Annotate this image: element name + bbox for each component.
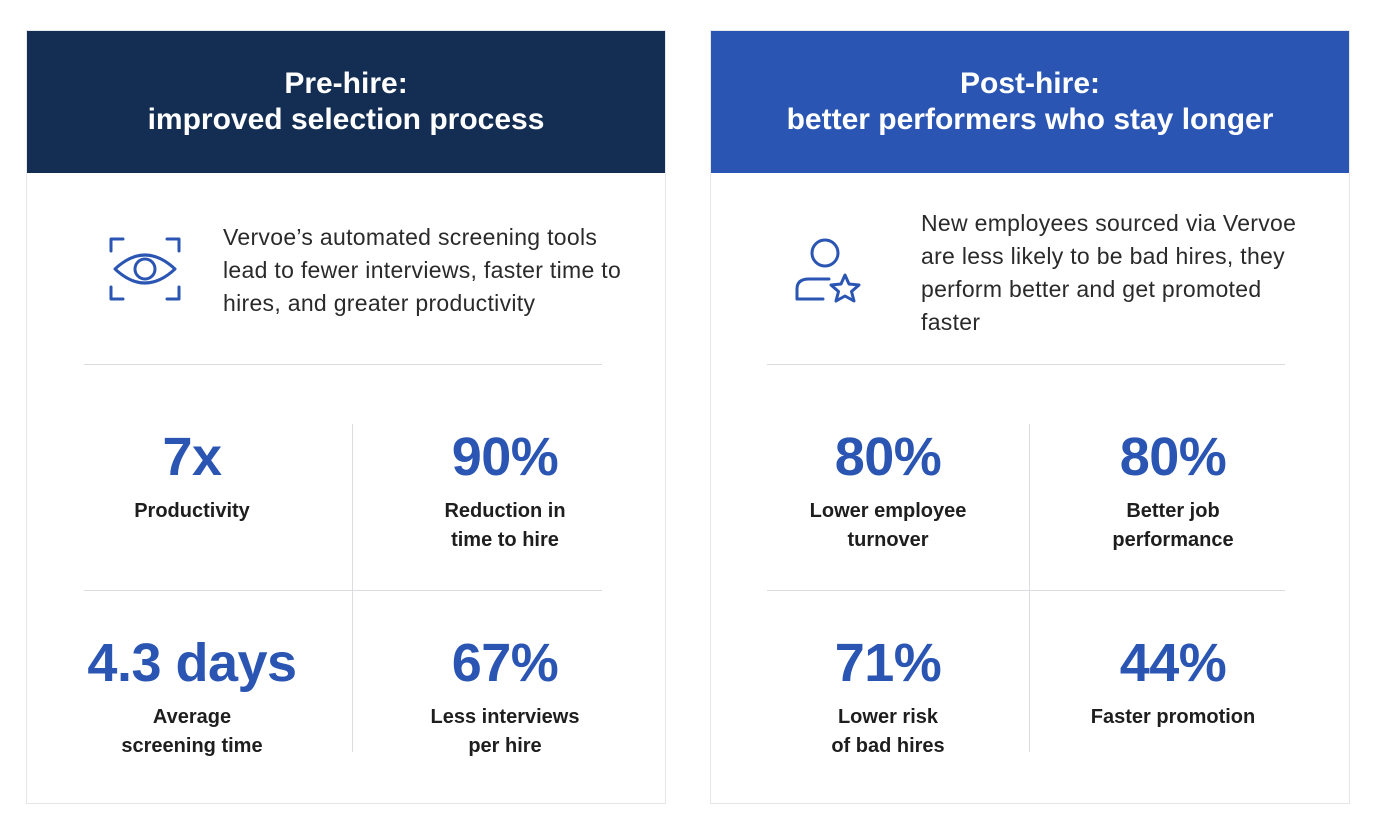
stat-label: Less interviews per hire (430, 706, 580, 757)
pre-hire-title-line1: Pre-hire: (284, 67, 408, 100)
post-hire-title-line2: better performers who stay longer (786, 103, 1274, 136)
eye-scan-icon (109, 235, 181, 308)
stat-promotion: 44% Faster promotion (1023, 633, 1323, 732)
post-hire-stats-hdivider (767, 590, 1285, 591)
pre-hire-card: Pre-hire: improved selection process Ver… (26, 30, 666, 804)
stat-bad-hires: 71% Lower risk of bad hires (738, 633, 1038, 761)
stat-value: 44% (1119, 633, 1227, 693)
stat-label: Average screening time (121, 706, 263, 757)
stat-label: Reduction in time to hire (444, 500, 566, 551)
stat-time-to-hire: 90% Reduction in time to hire (355, 427, 655, 555)
stat-job-performance: 80% Better job performance (1023, 427, 1323, 555)
pre-hire-title-line2: improved selection process (147, 103, 545, 136)
stat-value: 90% (451, 427, 559, 487)
stat-turnover: 80% Lower employee turnover (738, 427, 1038, 555)
pre-hire-stats-vdivider (352, 424, 353, 752)
stat-label: Productivity (134, 500, 250, 522)
stat-interviews: 67% Less interviews per hire (355, 633, 655, 761)
stat-value: 80% (834, 427, 942, 487)
pre-hire-header: Pre-hire: improved selection process (27, 31, 665, 173)
post-hire-intro-divider (767, 364, 1285, 365)
post-hire-title-line1: Post-hire: (959, 67, 1100, 100)
stat-value: 67% (451, 633, 559, 693)
post-hire-stats-vdivider (1029, 424, 1030, 752)
stat-value: 71% (834, 633, 942, 693)
post-hire-intro-text: New employees sourced via Vervoe are les… (921, 210, 1297, 335)
pre-hire-intro: Vervoe’s automated screening tools lead … (27, 173, 665, 365)
stat-value: 80% (1119, 427, 1227, 487)
stat-label: Faster promotion (1090, 706, 1256, 728)
stat-screening-time: 4.3 days Average screening time (42, 633, 342, 761)
pre-hire-intro-text: Vervoe’s automated screening tools lead … (223, 224, 622, 316)
pre-hire-stats-hdivider (84, 590, 602, 591)
stat-label: Lower risk of bad hires (831, 706, 945, 757)
stat-productivity: 7x Productivity (42, 427, 342, 526)
post-hire-header: Post-hire: better performers who stay lo… (711, 31, 1349, 173)
pre-hire-intro-divider (84, 364, 602, 365)
user-star-icon (793, 235, 865, 308)
stat-value: 7x (162, 427, 222, 487)
stat-value: 4.3 days (87, 633, 297, 693)
post-hire-card: Post-hire: better performers who stay lo… (710, 30, 1350, 804)
stat-label: Lower employee turnover (809, 500, 967, 551)
stat-label: Better job performance (1112, 500, 1234, 551)
post-hire-intro: New employees sourced via Vervoe are les… (711, 173, 1349, 365)
